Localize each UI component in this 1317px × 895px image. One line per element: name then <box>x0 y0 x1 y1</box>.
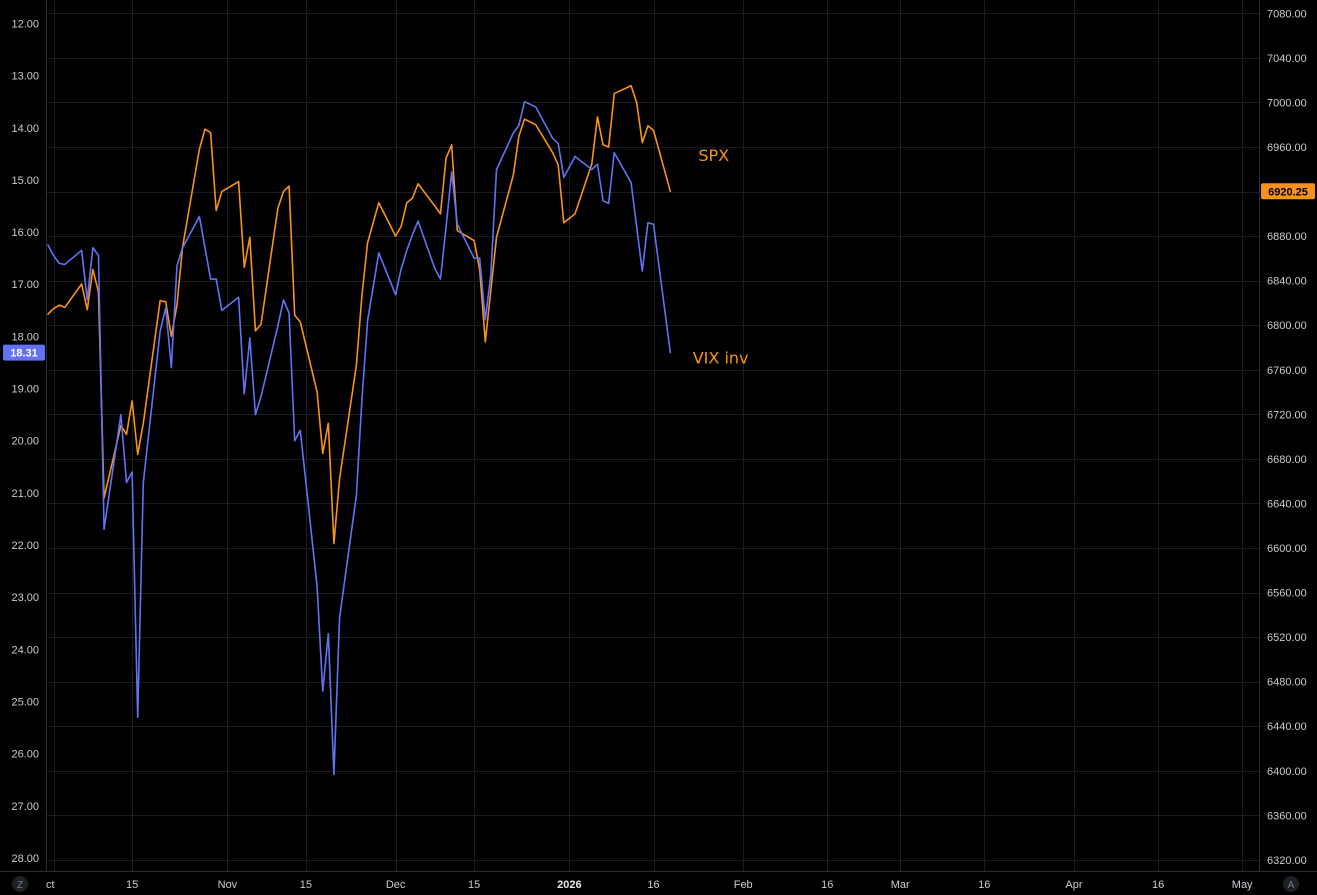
left-tick-label: 23.00 <box>11 592 39 604</box>
right-scale-corner-button[interactable] <box>1283 876 1299 892</box>
series <box>47 84 672 776</box>
right-scale-corner-label: A <box>1288 880 1295 891</box>
time-tick-label: 15 <box>300 879 312 891</box>
left-tick-label: 27.00 <box>11 801 39 813</box>
time-tick-label: Nov <box>218 879 238 891</box>
series-line-spx[interactable] <box>47 84 672 545</box>
right-tick-label: 6800.00 <box>1267 320 1307 332</box>
left-tick-label: 15.00 <box>11 175 39 187</box>
left-tick-label: 22.00 <box>11 540 39 552</box>
last-value-badge: 6920.25 <box>1268 186 1308 198</box>
time-scale[interactable]: ct 15 Nov 15 Dec 15 2026 16 Feb 16 Mar 16 Apr 16 May <box>46 879 1253 891</box>
last-value-badge: 18.31 <box>10 348 38 360</box>
last-value-badges: 6920.25 18.31 <box>3 183 1315 361</box>
time-tick-label: 2026 <box>557 879 581 891</box>
right-tick-label: 6840.00 <box>1267 276 1307 288</box>
time-tick-label: 16 <box>1152 879 1164 891</box>
right-tick-label: 6560.00 <box>1267 588 1307 600</box>
left-tick-label: 12.00 <box>11 18 39 30</box>
right-tick-label: 6720.00 <box>1267 409 1307 421</box>
left-tick-label: 25.00 <box>11 696 39 708</box>
scale-corners[interactable]: Z A <box>12 876 1299 892</box>
right-tick-label: 6760.00 <box>1267 365 1307 377</box>
series-line-vix-inv[interactable] <box>47 100 672 776</box>
left-tick-label: 26.00 <box>11 749 39 761</box>
right-tick-label: 6880.00 <box>1267 231 1307 243</box>
last-value-badge-bg <box>3 344 45 361</box>
right-tick-label: 6520.00 <box>1267 632 1307 644</box>
right-tick-label: 6960.00 <box>1267 142 1307 154</box>
left-tick-label: 17.00 <box>11 279 39 291</box>
time-tick-label: 15 <box>126 879 138 891</box>
right-tick-label: 7040.00 <box>1267 53 1307 65</box>
left-tick-label: 28.00 <box>11 853 39 865</box>
grid <box>46 0 1259 871</box>
right-tick-label: 6640.00 <box>1267 498 1307 510</box>
left-scale-corner-button[interactable] <box>12 876 28 892</box>
time-tick-label: Apr <box>1065 879 1082 891</box>
time-tick-label: 16 <box>978 879 990 891</box>
right-tick-label: 6440.00 <box>1267 721 1307 733</box>
series-annotation: SPX <box>698 146 729 165</box>
axes <box>0 0 1317 872</box>
left-tick-label: 18.00 <box>11 331 39 343</box>
left-tick-label: 14.00 <box>11 123 39 135</box>
time-tick-label: 16 <box>647 879 659 891</box>
right-tick-label: 6360.00 <box>1267 810 1307 822</box>
left-tick-label: 19.00 <box>11 384 39 396</box>
right-tick-label: 6400.00 <box>1267 766 1307 778</box>
right-tick-label: 6320.00 <box>1267 855 1307 867</box>
last-value-badge-bg <box>1261 183 1315 200</box>
right-tick-label: 7000.00 <box>1267 97 1307 109</box>
time-tick-label: May <box>1232 879 1253 891</box>
right-tick-label: 6680.00 <box>1267 454 1307 466</box>
time-tick-label-clipped: ct <box>46 879 55 891</box>
annotations: SPX VIX inv <box>693 146 749 367</box>
series-annotation: VIX inv <box>693 348 749 367</box>
time-tick-label: Mar <box>891 879 910 891</box>
right-tick-label: 6600.00 <box>1267 543 1307 555</box>
left-tick-label: 16.00 <box>11 227 39 239</box>
left-tick-label: 24.00 <box>11 644 39 656</box>
time-tick-label: Feb <box>734 879 753 891</box>
time-tick-label: Dec <box>386 879 406 891</box>
left-tick-label: 13.00 <box>11 71 39 83</box>
time-tick-label: 15 <box>468 879 480 891</box>
time-tick-label: 16 <box>821 879 833 891</box>
left-tick-label: 20.00 <box>11 436 39 448</box>
left-tick-label: 21.00 <box>11 488 39 500</box>
left-price-scale[interactable]: 12.00 13.00 14.00 15.00 16.00 17.00 18.00 19.00… <box>11 18 39 864</box>
right-tick-label: 6480.00 <box>1267 677 1307 689</box>
right-tick-label: 7080.00 <box>1267 8 1307 20</box>
left-scale-corner-label: Z <box>17 880 23 891</box>
